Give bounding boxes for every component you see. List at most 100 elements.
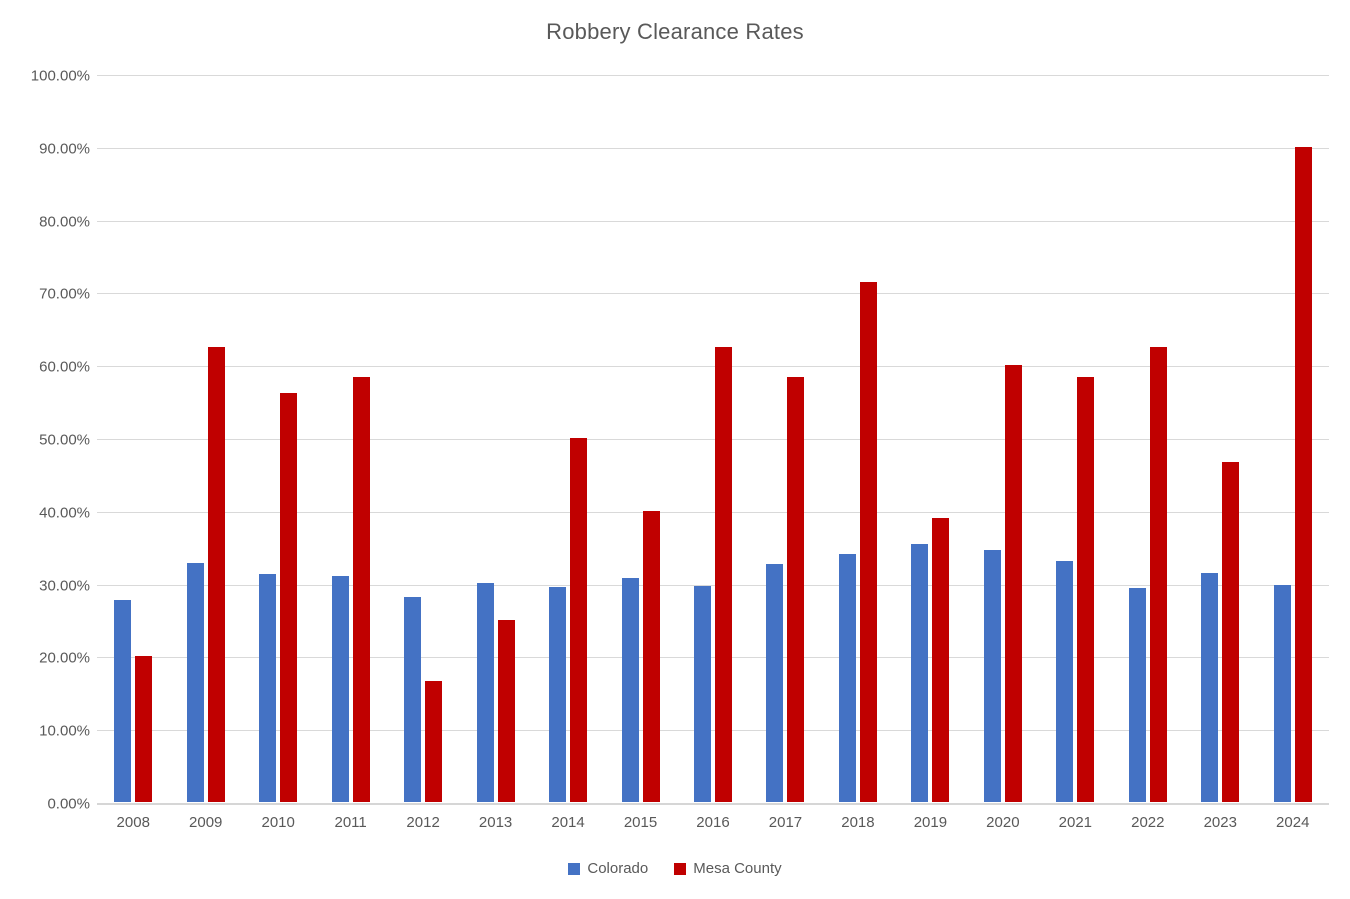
x-tick-label-2009: 2009 — [189, 814, 223, 831]
bar-mesa-county-2021 — [1077, 377, 1095, 802]
legend-swatch-colorado — [568, 862, 581, 875]
bar-mesa-county-2019 — [932, 518, 950, 802]
legend-item-mesa-county: Mesa County — [674, 860, 782, 877]
y-tick-label-20: 20.00% — [39, 649, 90, 667]
gridline-0 — [97, 803, 1329, 805]
bar-colorado-2009 — [186, 562, 204, 802]
bar-group-2019 — [894, 74, 966, 802]
bar-colorado-2014 — [549, 586, 567, 802]
bar-mesa-county-2014 — [570, 438, 588, 802]
bar-group-2009 — [169, 74, 241, 802]
x-tick-label-2024: 2024 — [1276, 814, 1310, 831]
x-tick-label-2022: 2022 — [1131, 814, 1165, 831]
bar-colorado-2008 — [114, 599, 132, 802]
y-axis: 100.00% 90.00% 80.00% 70.00% 60.00% 50.00% 40.… — [0, 68, 90, 813]
bar-mesa-county-2009 — [207, 347, 225, 802]
bar-group-2013 — [459, 74, 531, 802]
chart-title: Robbery Clearance Rates — [546, 19, 804, 44]
legend-label-colorado: Colorado — [587, 860, 649, 877]
x-tick-label-2020: 2020 — [986, 814, 1020, 831]
bar-group-2020 — [967, 74, 1039, 802]
x-tick-label-2021: 2021 — [1058, 814, 1093, 831]
x-tick-label-2017: 2017 — [768, 814, 803, 831]
x-tick-label-2012: 2012 — [406, 814, 440, 831]
bar-group-2011 — [314, 74, 386, 802]
y-tick-label-30: 30.00% — [39, 577, 90, 595]
gridline-60 — [97, 366, 1329, 368]
y-tick-label-60: 60.00% — [39, 358, 90, 376]
y-tick-label-50: 50.00% — [39, 431, 90, 449]
gridline-10 — [97, 730, 1329, 732]
bar-mesa-county-2015 — [642, 510, 660, 802]
x-tick-label-2014: 2014 — [551, 814, 585, 831]
x-tick-label-2010: 2010 — [261, 814, 295, 831]
x-tick-label-2019: 2019 — [913, 814, 948, 831]
bar-mesa-county-2024 — [1294, 146, 1312, 802]
bar-colorado-2017 — [766, 563, 784, 802]
legend-swatch-mesa-county — [674, 862, 687, 875]
bar-group-2015 — [604, 74, 676, 802]
x-tick-label-2008: 2008 — [116, 814, 150, 831]
bar-mesa-county-2022 — [1149, 347, 1167, 802]
bar-mesa-county-2020 — [1004, 365, 1022, 802]
x-tick-label-2018: 2018 — [841, 814, 875, 831]
bar-colorado-2010 — [259, 574, 277, 802]
y-tick-label-10: 10.00% — [39, 722, 90, 740]
bar-mesa-county-2012 — [425, 680, 443, 802]
x-tick-label-2011: 2011 — [334, 814, 367, 831]
x-tick-label-2013: 2013 — [478, 814, 513, 831]
gridline-90 — [97, 147, 1329, 149]
bar-colorado-2016 — [693, 585, 711, 802]
bar-colorado-2024 — [1273, 585, 1291, 802]
y-tick-label-100: 100.00% — [30, 67, 90, 85]
bar-colorado-2018 — [838, 554, 856, 802]
gridline-70 — [97, 293, 1329, 295]
bar-colorado-2023 — [1201, 573, 1219, 802]
x-axis: 2008 2009 2010 2011 2012 2013 2014 2015 2016 2017… — [97, 814, 1329, 831]
x-tick-label-2023: 2023 — [1203, 814, 1237, 831]
x-tick-label-2015: 2015 — [623, 814, 658, 831]
legend-label-mesa-county: Mesa County — [693, 860, 782, 877]
bar-colorado-2021 — [1056, 561, 1074, 802]
bar-colorado-2020 — [983, 550, 1001, 802]
bar-colorado-2011 — [331, 576, 349, 802]
bar-group-2024 — [1257, 74, 1329, 802]
bar-mesa-county-2010 — [280, 392, 298, 802]
gridline-80 — [97, 220, 1329, 222]
bar-groups — [97, 74, 1329, 802]
bar-colorado-2012 — [404, 597, 422, 802]
bar-mesa-county-2011 — [352, 377, 370, 802]
bar-group-2012 — [387, 74, 459, 802]
bar-mesa-county-2016 — [714, 347, 732, 802]
bar-mesa-county-2008 — [135, 656, 153, 802]
bar-colorado-2019 — [911, 543, 929, 802]
bar-mesa-county-2018 — [859, 282, 877, 802]
x-tick-label-2016: 2016 — [696, 814, 730, 831]
plot-area — [97, 74, 1329, 805]
legend-item-colorado: Colorado — [568, 860, 648, 877]
bar-group-2018 — [822, 74, 894, 802]
gridline-20 — [97, 657, 1329, 659]
gridline-40 — [97, 511, 1329, 513]
y-tick-label-40: 40.00% — [39, 504, 90, 522]
gridline-100 — [97, 75, 1329, 76]
bar-mesa-county-2017 — [787, 377, 805, 802]
bar-group-2022 — [1112, 74, 1184, 802]
bar-group-2017 — [749, 74, 821, 802]
legend: Colorado Mesa County — [0, 860, 1350, 877]
bar-colorado-2015 — [621, 577, 639, 802]
y-tick-label-80: 80.00% — [39, 213, 90, 231]
bar-group-2008 — [97, 74, 169, 802]
bar-colorado-2013 — [476, 582, 494, 802]
bar-colorado-2022 — [1128, 587, 1146, 802]
bar-group-2016 — [677, 74, 749, 802]
bar-group-2023 — [1184, 74, 1256, 802]
bar-group-2010 — [242, 74, 314, 802]
bar-mesa-county-2013 — [497, 620, 515, 802]
bar-group-2021 — [1039, 74, 1111, 802]
bar-group-2014 — [532, 74, 604, 802]
y-tick-label-0: 0.00% — [47, 795, 90, 813]
bar-mesa-county-2023 — [1222, 462, 1240, 802]
y-tick-label-70: 70.00% — [39, 285, 90, 303]
